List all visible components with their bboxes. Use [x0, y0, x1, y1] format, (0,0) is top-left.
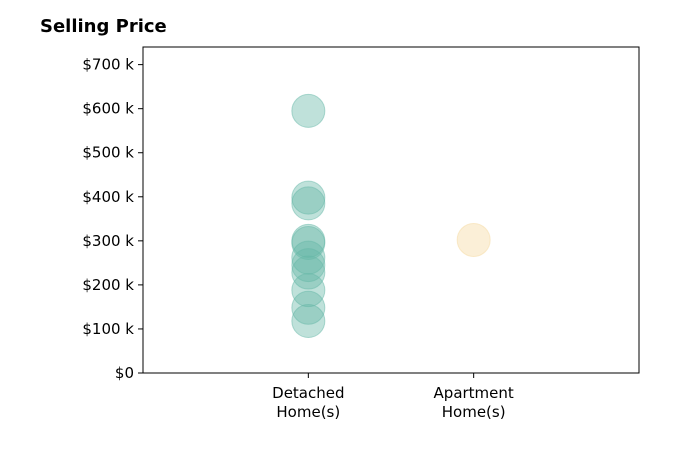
data-point	[291, 255, 326, 290]
y-tick-label: $700 k	[82, 56, 134, 74]
y-tick-label: $0	[115, 364, 134, 382]
data-points	[291, 93, 491, 339]
data-point	[291, 304, 326, 339]
y-tick-label: $600 k	[82, 100, 134, 118]
y-tick-label: $400 k	[82, 188, 134, 206]
y-tick-label: $100 k	[82, 320, 134, 338]
data-point	[291, 273, 326, 308]
y-tick-label: $200 k	[82, 276, 134, 294]
data-point	[291, 248, 326, 283]
data-point	[291, 186, 326, 221]
data-point	[291, 290, 326, 325]
data-point	[456, 222, 491, 257]
x-axis: Detached Home(s) Apartment Home(s)	[272, 373, 514, 421]
x-tick-label: Apartment Home(s)	[434, 384, 514, 421]
y-tick-label: $500 k	[82, 144, 134, 162]
plot-area	[142, 46, 640, 374]
chart-title: Selling Price	[40, 16, 167, 37]
x-tick-label: Detached Home(s)	[272, 384, 344, 421]
y-axis: $0 $100 k $200 k $300 k $400 k $500 k $600 k $7…	[82, 56, 143, 382]
y-tick-label: $300 k	[82, 232, 134, 250]
data-point	[291, 93, 326, 128]
